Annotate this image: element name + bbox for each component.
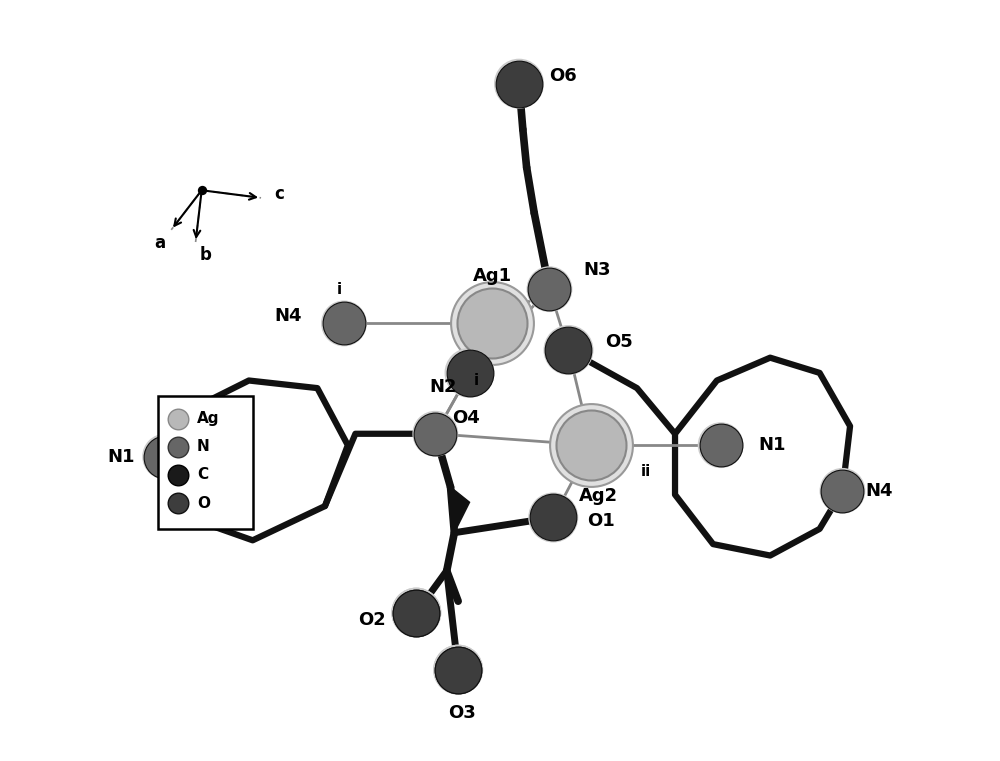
Point [336,317,352,330]
Point [834,485,850,497]
Point [408,607,424,619]
Point [170,412,186,425]
Text: N4: N4 [275,307,302,325]
Text: N: N [197,439,210,454]
Text: i: i [336,282,342,297]
Text: N1: N1 [107,447,135,466]
Text: c: c [275,185,285,203]
Point [545,511,561,524]
Point [408,607,424,619]
Text: N4: N4 [865,482,893,500]
Point [450,664,466,676]
Point [157,451,173,463]
Point [541,283,557,295]
Text: N3: N3 [584,261,611,279]
Point [462,367,478,379]
Text: O2: O2 [358,611,386,629]
Polygon shape [451,487,470,533]
Point [713,439,729,451]
Text: O5: O5 [605,333,633,352]
Point [583,439,599,451]
Point [408,607,424,619]
Text: Ag2: Ag2 [579,487,618,505]
Point [408,607,424,619]
Point [560,344,576,356]
Text: O1: O1 [588,512,615,530]
Text: N2: N2 [429,377,457,396]
Text: ii: ii [641,464,651,479]
Point [170,441,186,453]
Text: b: b [199,246,211,264]
Point [511,78,527,90]
Text: O6: O6 [549,67,577,85]
Text: N1: N1 [759,436,786,454]
Point [336,317,352,330]
Point [462,367,478,379]
Point [545,511,561,524]
Point [713,439,729,451]
Text: Ag1: Ag1 [473,267,512,285]
Point [541,283,557,295]
Point [583,439,599,451]
Point [157,451,173,463]
Point [511,78,527,90]
Text: i: i [473,373,478,388]
Point [484,317,500,330]
Text: O: O [197,495,210,511]
Point [170,469,186,481]
Text: a: a [154,234,165,252]
Point [170,497,186,509]
Point [450,664,466,676]
Point [834,485,850,497]
FancyBboxPatch shape [158,396,253,529]
Text: Ag: Ag [197,411,220,426]
Point [194,184,210,196]
Text: O3: O3 [448,704,476,722]
Point [484,317,500,330]
Point [450,664,466,676]
Point [450,664,466,676]
Point [427,428,443,440]
Point [427,428,443,440]
Text: C: C [197,467,208,482]
Point [560,344,576,356]
Text: O4: O4 [452,409,480,428]
